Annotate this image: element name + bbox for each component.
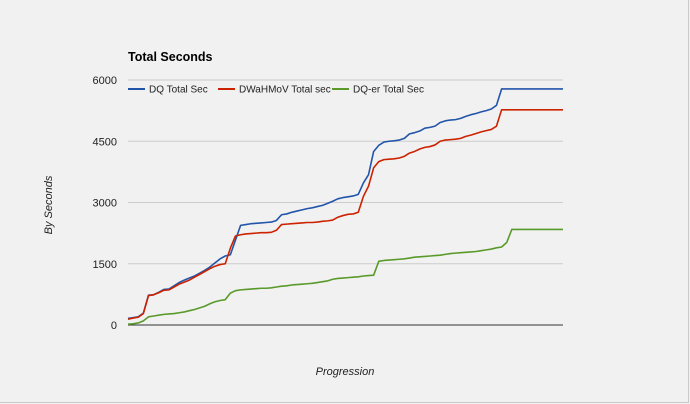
chart-legend: DQ Total Sec DWaHMoV Total sec DQ-er Total… xyxy=(128,85,424,96)
series-line-2 xyxy=(127,109,563,321)
chart-title: Total Seconds xyxy=(128,50,213,64)
y-axis-ticks: 0 1500 3000 4500 6000 xyxy=(93,75,117,332)
y-tick-label: 0 xyxy=(111,320,117,332)
chart-gridlines xyxy=(128,79,563,326)
legend-label: DQ Total Sec xyxy=(149,85,208,96)
chart-series xyxy=(127,88,563,325)
legend-item-2: DWaHMoV Total sec xyxy=(218,85,331,96)
legend-item-1: DQ Total Sec xyxy=(128,85,208,96)
series-line-1 xyxy=(127,88,563,320)
y-tick-label: 6000 xyxy=(93,75,117,87)
legend-label: DQ-er Total Sec xyxy=(353,85,424,96)
legend-label: DWaHMoV Total sec xyxy=(239,85,331,96)
legend-item-3: DQ-er Total Sec xyxy=(332,85,424,96)
y-tick-label: 3000 xyxy=(93,198,117,210)
y-axis-title: By Seconds xyxy=(43,175,55,234)
y-tick-label: 1500 xyxy=(93,259,117,271)
x-axis-title: Progression xyxy=(316,366,375,378)
y-tick-label: 4500 xyxy=(93,136,117,148)
series-line-3 xyxy=(127,228,563,325)
